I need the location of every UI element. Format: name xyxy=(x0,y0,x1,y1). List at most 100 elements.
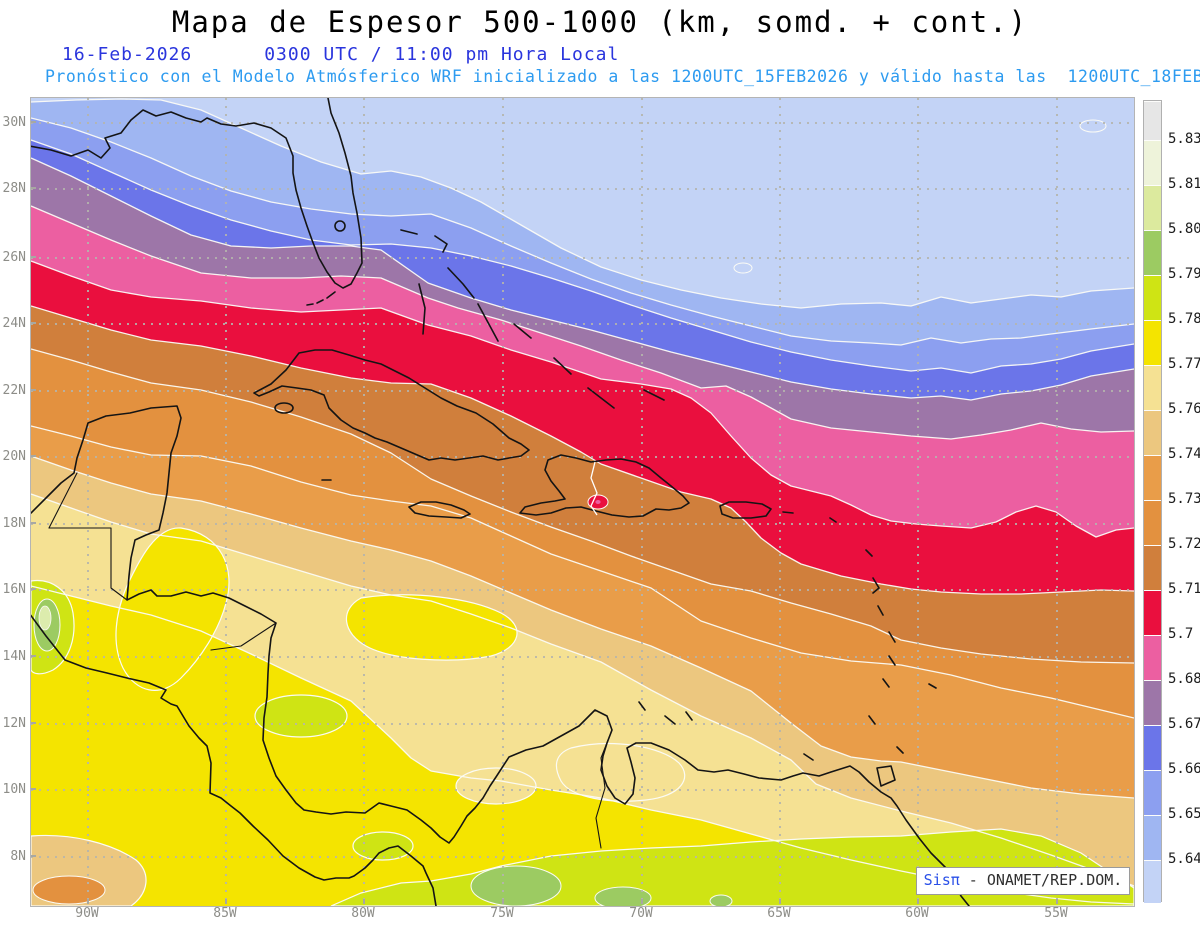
time-label: 0300 UTC / 11:00 pm Hora Local xyxy=(264,44,620,65)
legend-value-5.736: 5.736 xyxy=(1168,491,1200,507)
legend-value-5.819: 5.819 xyxy=(1168,176,1200,192)
green-patch-andes-2 xyxy=(594,886,652,906)
map-canvas xyxy=(30,97,1135,907)
bahamas-islands xyxy=(400,229,665,409)
cream-patch-maracaibo xyxy=(555,743,686,802)
lat-label-18N: 18N xyxy=(2,516,26,531)
legend-value-5.748: 5.748 xyxy=(1168,446,1200,462)
lake-okeechobee xyxy=(334,220,346,232)
lon-tick xyxy=(641,899,643,904)
lon-label-80W: 80W xyxy=(351,906,375,921)
lon-label-75W: 75W xyxy=(490,906,514,921)
coast-gulf-florida xyxy=(31,98,363,289)
coastlines xyxy=(31,98,970,906)
lat-tick xyxy=(31,187,36,189)
lat-tick xyxy=(31,522,36,524)
coast-florida-keys xyxy=(306,291,336,306)
lat-tick xyxy=(31,855,36,857)
legend-value-5.652: 5.652 xyxy=(1168,806,1200,822)
lat-tick xyxy=(31,788,36,790)
legend-swatch-3 xyxy=(1144,230,1161,275)
orange-patch-corner xyxy=(32,875,106,905)
legend-value-5.688: 5.688 xyxy=(1168,671,1200,687)
legend-value-5.64: 5.64 xyxy=(1168,851,1200,867)
legend-swatch-2 xyxy=(1144,185,1161,230)
lat-tick xyxy=(31,655,36,657)
legend-value-5.795: 5.795 xyxy=(1168,266,1200,282)
legend-value-5.7: 5.7 xyxy=(1168,626,1194,642)
legend-colorbar xyxy=(1143,100,1162,903)
lon-label-85W: 85W xyxy=(213,906,237,921)
coast-cuba xyxy=(253,349,530,461)
page-title: Mapa de Espesor 500-1000 (km, somd. + co… xyxy=(171,5,1029,39)
legend-swatch-13 xyxy=(1144,680,1161,725)
legend-swatch-0 xyxy=(1144,101,1161,140)
legend-swatch-6 xyxy=(1144,365,1161,410)
legend-swatch-10 xyxy=(1144,545,1161,590)
legend-swatch-14 xyxy=(1144,725,1161,770)
lat-tick xyxy=(31,121,36,123)
legend-swatch-17 xyxy=(1144,860,1161,903)
cream-patch-colombia xyxy=(455,767,537,805)
legend-swatch-1 xyxy=(1144,140,1161,185)
lat-tick xyxy=(31,722,36,724)
lat-tick xyxy=(31,256,36,258)
lon-label-90W: 90W xyxy=(75,906,99,921)
graticule xyxy=(31,98,1134,906)
country-borders xyxy=(48,472,613,849)
date-label: 16-Feb-2026 xyxy=(62,44,193,65)
lon-tick xyxy=(363,899,365,904)
legend-value-5.831: 5.831 xyxy=(1168,131,1200,147)
legend-swatch-8 xyxy=(1144,455,1161,500)
mint-core-guatemala xyxy=(38,605,52,631)
lon-tick xyxy=(1056,899,1058,904)
closed-low-ring-1 xyxy=(1079,119,1107,133)
forecast-note: Pronóstico con el Modelo Atmósferico WRF… xyxy=(45,67,1200,86)
lat-tick xyxy=(31,389,36,391)
yellow-patch-caribbean xyxy=(345,594,518,661)
legend-value-5.76: 5.76 xyxy=(1168,401,1200,417)
border-dr-haiti xyxy=(590,461,598,516)
coast-pacific xyxy=(31,614,437,906)
lon-tick xyxy=(87,899,89,904)
contour-map-svg xyxy=(31,98,1134,906)
lon-label-65W: 65W xyxy=(767,906,791,921)
lon-label-55W: 55W xyxy=(1044,906,1068,921)
lat-label-26N: 26N xyxy=(2,250,26,265)
green-patch-andes-3 xyxy=(709,894,733,906)
lat-label-10N: 10N xyxy=(2,782,26,797)
legend-swatch-11 xyxy=(1144,590,1161,635)
lon-tick xyxy=(502,899,504,904)
lon-label-70W: 70W xyxy=(629,906,653,921)
lat-label-12N: 12N xyxy=(2,716,26,731)
lon-tick xyxy=(779,899,781,904)
legend-value-5.676: 5.676 xyxy=(1168,716,1200,732)
legend-value-5.772: 5.772 xyxy=(1168,356,1200,372)
legend-swatch-16 xyxy=(1144,815,1161,860)
coast-caribbean-mainland xyxy=(31,405,970,906)
lon-tick xyxy=(225,899,227,904)
legend-value-5.783: 5.783 xyxy=(1168,311,1200,327)
legend-value-5.712: 5.712 xyxy=(1168,581,1200,597)
legend-swatch-5 xyxy=(1144,320,1161,365)
attribution-box: Sisπ - ONAMET/REP.DOM. xyxy=(916,867,1130,895)
chartreuse-patch-panama xyxy=(352,831,414,861)
lat-label-20N: 20N xyxy=(2,449,26,464)
legend-swatch-9 xyxy=(1144,500,1161,545)
coast-hispaniola xyxy=(519,454,690,518)
coast-jamaica xyxy=(408,501,471,519)
date-time-line: 16-Feb-2026 0300 UTC / 11:00 pm Hora Loca… xyxy=(62,44,619,65)
legend-value-5.664: 5.664 xyxy=(1168,761,1200,777)
attribution-org: - ONAMET/REP.DOM. xyxy=(959,871,1123,889)
lat-label-16N: 16N xyxy=(2,582,26,597)
contour-lines xyxy=(31,98,1134,905)
legend-swatch-4 xyxy=(1144,275,1161,320)
coast-puerto-rico xyxy=(719,501,772,519)
lon-tick xyxy=(917,899,919,904)
legend-swatch-15 xyxy=(1144,770,1161,815)
legend-swatch-12 xyxy=(1144,635,1161,680)
lat-label-22N: 22N xyxy=(2,383,26,398)
pink-dot-hispaniola xyxy=(595,500,601,504)
lat-label-28N: 28N xyxy=(2,181,26,196)
